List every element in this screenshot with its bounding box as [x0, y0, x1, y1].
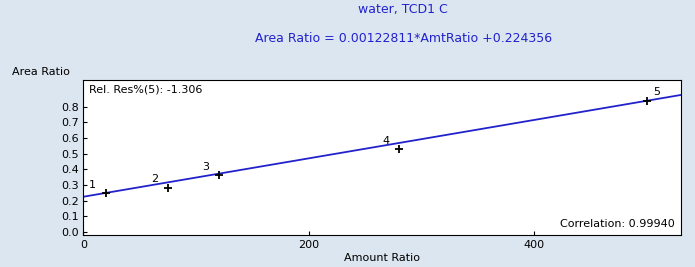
Text: 1: 1	[89, 180, 96, 190]
Text: Correlation: 0.99940: Correlation: 0.99940	[560, 219, 675, 229]
Text: water, TCD1 C: water, TCD1 C	[358, 3, 448, 16]
Text: Area Ratio = 0.00122811*AmtRatio +0.224356: Area Ratio = 0.00122811*AmtRatio +0.2243…	[254, 32, 552, 45]
Text: 3: 3	[202, 162, 208, 172]
Text: 4: 4	[382, 136, 389, 146]
Text: 2: 2	[151, 174, 158, 184]
Text: Area Ratio: Area Ratio	[12, 67, 70, 77]
Text: Rel. Res%(5): -1.306: Rel. Res%(5): -1.306	[90, 85, 203, 95]
X-axis label: Amount Ratio: Amount Ratio	[344, 253, 420, 263]
Text: 5: 5	[653, 87, 660, 97]
